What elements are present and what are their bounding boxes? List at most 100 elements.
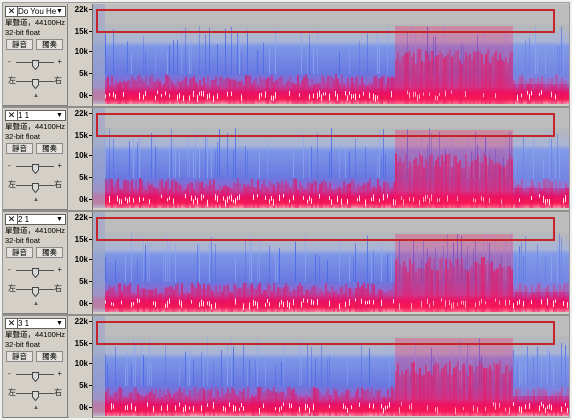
gain-slider[interactable]: - + (6, 161, 64, 175)
mute-button[interactable]: 靜音 (6, 143, 33, 154)
dropdown-arrow-icon[interactable]: ▼ (56, 320, 63, 327)
track-separator[interactable] (3, 210, 569, 212)
freq-tick-mark (89, 217, 92, 218)
frequency-ruler: 22k 15k 10k 5k 0k (69, 212, 93, 314)
pan-left-label: 左 (8, 76, 16, 85)
mute-button[interactable]: 靜音 (6, 247, 33, 258)
track-format-info: 32-bit float (5, 28, 41, 37)
track-name[interactable]: Do You Hea (18, 7, 56, 16)
gain-plus-label: + (57, 265, 62, 274)
gain-slider[interactable]: - + (6, 265, 64, 279)
track-name[interactable]: 3 1 (18, 319, 30, 328)
track-title-bar[interactable]: ✕ Do You Hea ▼ (5, 6, 66, 17)
freq-tick-label: 22k (74, 213, 88, 222)
freq-tick-mark (89, 343, 92, 344)
track-control-panel[interactable]: ✕ 3 1 ▼ 單聲道，44100Hz 32-bit float 靜音 獨奏 -… (3, 316, 68, 418)
close-x-icon[interactable]: ✕ (6, 319, 18, 328)
spectrogram[interactable] (93, 4, 569, 104)
spectrogram[interactable] (93, 316, 569, 416)
pan-thumb[interactable] (31, 76, 39, 90)
pan-slider[interactable]: 左 右 (6, 284, 64, 298)
track-format-info: 32-bit float (5, 340, 41, 349)
gain-slider[interactable]: - + (6, 57, 64, 71)
mute-button[interactable]: 靜音 (6, 351, 33, 362)
close-x-icon[interactable]: ✕ (6, 111, 18, 120)
dropdown-arrow-icon[interactable]: ▼ (56, 112, 63, 119)
mute-button[interactable]: 靜音 (6, 39, 33, 50)
spectrogram[interactable] (93, 212, 569, 312)
dropdown-arrow-icon[interactable]: ▼ (56, 8, 63, 15)
freq-tick-mark (89, 95, 92, 96)
track-control-panel[interactable]: ✕ Do You Hea ▼ 單聲道，44100Hz 32-bit float … (3, 4, 68, 106)
gain-minus-label: - (8, 161, 11, 170)
pan-thumb[interactable] (31, 388, 39, 402)
pan-slider[interactable]: 左 右 (6, 388, 64, 402)
freq-tick-mark (89, 155, 92, 156)
track-control-panel[interactable]: ✕ 1 1 ▼ 單聲道，44100Hz 32-bit float 靜音 獨奏 -… (3, 108, 68, 210)
track-separator[interactable] (3, 314, 569, 316)
pan-thumb[interactable] (31, 284, 39, 298)
collapse-arrow-icon[interactable]: ▲ (33, 93, 39, 99)
pan-thumb[interactable] (31, 180, 39, 194)
selection-highlight (96, 321, 555, 345)
freq-tick-mark (89, 177, 92, 178)
close-x-icon[interactable]: ✕ (6, 7, 18, 16)
frequency-ruler: 22k 15k 10k 5k 0k (69, 4, 93, 106)
freq-tick-label: 0k (79, 195, 88, 204)
track-channel-info: 單聲道，44100Hz (5, 18, 66, 27)
spectrogram[interactable] (93, 108, 569, 208)
gain-minus-label: - (8, 265, 11, 274)
gain-minus-label: - (8, 369, 11, 378)
selection-highlight (96, 217, 555, 241)
freq-tick-label: 10k (74, 47, 88, 56)
freq-tick-label: 10k (74, 255, 88, 264)
track-name[interactable]: 1 1 (18, 111, 30, 120)
track-3: ✕ 2 1 ▼ 單聲道，44100Hz 32-bit float 靜音 獨奏 -… (3, 212, 569, 314)
track-control-panel[interactable]: ✕ 2 1 ▼ 單聲道，44100Hz 32-bit float 靜音 獨奏 -… (3, 212, 68, 314)
freq-tick-label: 22k (74, 317, 88, 326)
gain-thumb[interactable] (31, 265, 39, 279)
frequency-ruler: 22k 15k 10k 5k 0k (69, 108, 93, 210)
solo-button[interactable]: 獨奏 (36, 143, 63, 154)
freq-tick-label: 22k (74, 5, 88, 14)
selection-highlight (96, 113, 555, 137)
track-1: ✕ Do You Hea ▼ 單聲道，44100Hz 32-bit float … (3, 4, 569, 106)
dropdown-arrow-icon[interactable]: ▼ (56, 216, 63, 223)
solo-button[interactable]: 獨奏 (36, 247, 63, 258)
track-name[interactable]: 2 1 (18, 215, 30, 224)
gain-thumb[interactable] (31, 161, 39, 175)
track-channel-info: 單聲道，44100Hz (5, 330, 66, 339)
freq-tick-mark (89, 199, 92, 200)
gain-thumb[interactable] (31, 369, 39, 383)
collapse-arrow-icon[interactable]: ▲ (33, 405, 39, 411)
gain-plus-label: + (57, 57, 62, 66)
freq-tick-label: 15k (74, 27, 88, 36)
track-title-bar[interactable]: ✕ 1 1 ▼ (5, 110, 66, 121)
track-format-info: 32-bit float (5, 132, 41, 141)
gain-thumb[interactable] (31, 57, 39, 71)
pan-slider[interactable]: 左 右 (6, 180, 64, 194)
gain-slider[interactable]: - + (6, 369, 64, 383)
freq-tick-label: 5k (79, 277, 88, 286)
track-title-bar[interactable]: ✕ 2 1 ▼ (5, 214, 66, 225)
gain-plus-label: + (57, 369, 62, 378)
freq-tick-label: 22k (74, 109, 88, 118)
track-separator[interactable] (3, 106, 569, 108)
collapse-arrow-icon[interactable]: ▲ (33, 301, 39, 307)
collapse-arrow-icon[interactable]: ▲ (33, 197, 39, 203)
freq-tick-label: 0k (79, 91, 88, 100)
freq-tick-mark (89, 9, 92, 10)
close-x-icon[interactable]: ✕ (6, 215, 18, 224)
gain-minus-label: - (8, 57, 11, 66)
pan-right-label: 右 (54, 76, 62, 85)
freq-tick-mark (89, 303, 92, 304)
freq-tick-mark (89, 51, 92, 52)
pan-slider[interactable]: 左 右 (6, 76, 64, 90)
pan-left-label: 左 (8, 180, 16, 189)
pan-right-label: 右 (54, 284, 62, 293)
solo-button[interactable]: 獨奏 (36, 39, 63, 50)
freq-tick-label: 0k (79, 403, 88, 412)
pan-right-label: 右 (54, 180, 62, 189)
solo-button[interactable]: 獨奏 (36, 351, 63, 362)
track-title-bar[interactable]: ✕ 3 1 ▼ (5, 318, 66, 329)
